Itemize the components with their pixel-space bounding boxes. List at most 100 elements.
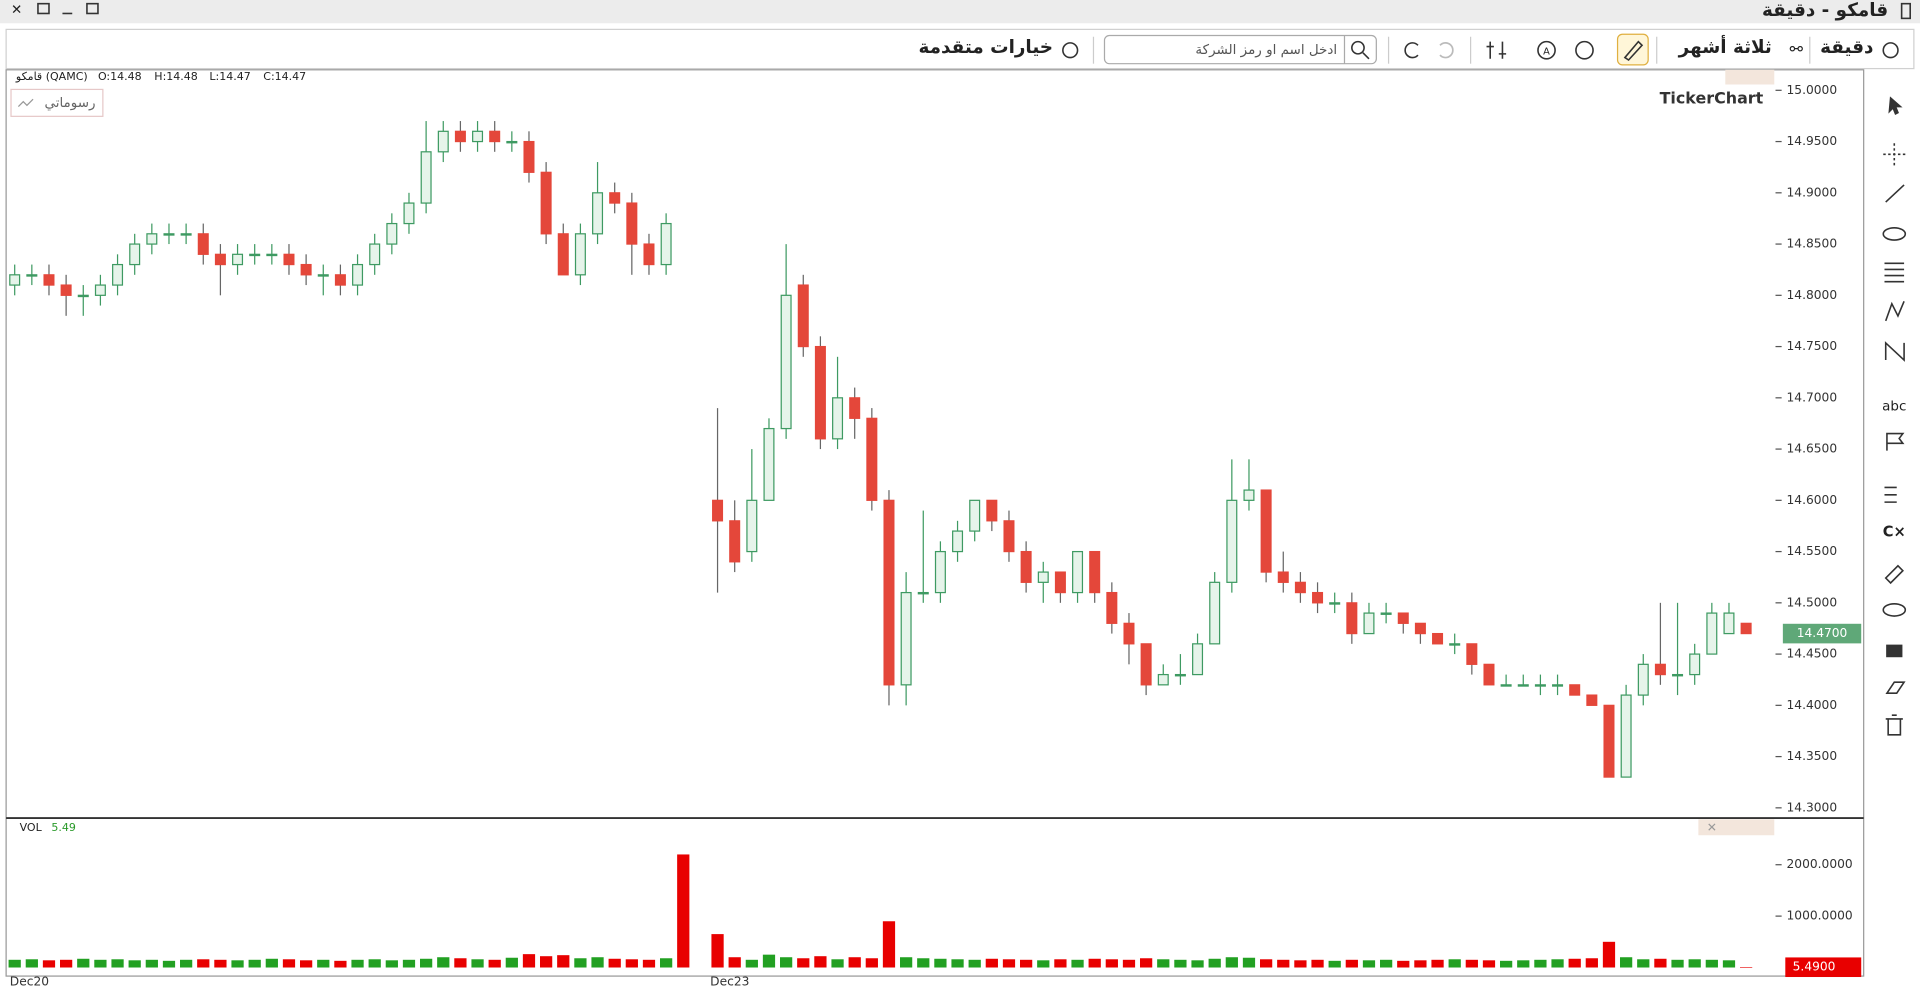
volume-bar (1242, 957, 1256, 968)
link-icon[interactable]: ⚯ (1790, 40, 1804, 59)
candle-body (232, 253, 244, 266)
volume-bar (25, 959, 38, 968)
window-icon (1900, 2, 1911, 20)
undo-icon[interactable] (1404, 42, 1419, 59)
wave-tool[interactable] (1884, 341, 1905, 362)
candle-body (1277, 571, 1289, 583)
restore-button[interactable] (37, 2, 50, 15)
draw-button[interactable] (1616, 33, 1649, 66)
interval[interactable]: دقيقة (1820, 37, 1873, 58)
candle-body (1072, 550, 1084, 594)
eraser-tool[interactable] (1885, 681, 1906, 694)
candle-body (952, 530, 964, 553)
search-icon[interactable] (1351, 40, 1365, 55)
pen-icon (1623, 40, 1644, 62)
panel-controls[interactable] (1725, 69, 1775, 85)
volume-bar (128, 960, 141, 968)
clock-icon[interactable] (1882, 42, 1899, 59)
close-button[interactable]: ✕ (11, 2, 22, 18)
volume-bar (1602, 941, 1616, 968)
search-box[interactable] (1103, 34, 1377, 65)
pattern-tool[interactable] (1884, 300, 1905, 322)
volume-bar (1740, 967, 1753, 968)
drawings-label: رسوماتي (44, 95, 95, 111)
volume-bar (368, 959, 381, 968)
candle-body (814, 345, 826, 440)
candle-body (77, 294, 89, 298)
volume-bar (1191, 960, 1204, 968)
y-tick-label: 2000.0000 (1787, 857, 1853, 871)
flag-tool[interactable] (1886, 432, 1905, 451)
candle-body (592, 192, 604, 235)
clear-tool[interactable]: C× (1883, 524, 1906, 541)
volume-bar (1294, 960, 1307, 968)
candle-body (1397, 612, 1409, 624)
candle-body (1637, 663, 1649, 696)
candle-body (883, 499, 895, 686)
candle-body (249, 253, 261, 257)
candle-body (729, 520, 741, 563)
y-tick-label: 14.5000 (1787, 595, 1838, 609)
volume-bar (591, 957, 604, 968)
gauge-icon[interactable] (1575, 40, 1594, 60)
candle-body (1192, 643, 1204, 676)
redo-icon[interactable] (1439, 42, 1454, 59)
volume-bar (180, 959, 193, 968)
volume-bar (1671, 959, 1684, 968)
candle-body (454, 130, 466, 143)
line-tool[interactable] (1885, 184, 1905, 203)
toolbar (5, 28, 1915, 70)
candle-body (489, 130, 501, 143)
cursor-tool[interactable] (1888, 96, 1903, 115)
candle-body (1534, 684, 1546, 687)
candle-body (780, 294, 792, 430)
candle-body (1243, 489, 1255, 501)
detach-button[interactable] (86, 2, 99, 15)
y-tick-label: 14.8500 (1787, 237, 1838, 251)
magnet-tool[interactable] (1884, 564, 1904, 585)
volume-bar (1620, 957, 1633, 968)
panel-controls[interactable] (1698, 819, 1775, 836)
volume-bar (848, 957, 861, 968)
shape-tool[interactable] (1882, 226, 1907, 241)
lock-tool[interactable] (1886, 644, 1903, 658)
candle-body (1380, 612, 1392, 615)
brand: TickerChart (1660, 89, 1764, 108)
candle-body (197, 233, 209, 255)
volume-bar (437, 957, 450, 968)
gear-icon[interactable] (1062, 42, 1079, 59)
y-tick-label: 14.6000 (1787, 493, 1838, 507)
drawings-button[interactable] (10, 88, 104, 117)
volume-bar (1037, 960, 1050, 968)
advanced-options[interactable]: خيارات متقدمة (919, 37, 1054, 58)
alert-glyph: A (1543, 46, 1550, 57)
volume-bar (385, 960, 398, 968)
candle-body (386, 222, 398, 245)
candle-body (643, 243, 655, 266)
crosshair-tool[interactable] (1883, 143, 1906, 166)
volume-bar (1002, 959, 1016, 968)
volume-bar (1277, 959, 1290, 968)
fib-tool[interactable] (1884, 262, 1905, 283)
candle-body (403, 202, 415, 225)
delete-tool[interactable] (1885, 714, 1903, 736)
candle-body (609, 192, 621, 204)
candle-body (660, 222, 672, 266)
candle-body (969, 499, 981, 532)
text-tool[interactable]: abc (1882, 399, 1906, 415)
candle-body (557, 233, 569, 276)
indicator-icon[interactable] (1486, 41, 1507, 59)
alert-icon[interactable] (1537, 40, 1556, 60)
volume-bar (1225, 957, 1238, 968)
volume-bar (145, 959, 158, 968)
indicators-tool[interactable] (1884, 486, 1897, 503)
volume-bar (900, 957, 913, 968)
panel-close[interactable]: ✕ (1707, 820, 1717, 834)
candle-body (1037, 571, 1049, 583)
candle-body (1449, 643, 1461, 646)
candle-body (797, 284, 809, 348)
window-title: قامكو - دقيقة (1762, 0, 1888, 21)
period[interactable]: ثلاثة أشهر (1678, 35, 1772, 58)
hide-tool[interactable] (1882, 602, 1907, 617)
